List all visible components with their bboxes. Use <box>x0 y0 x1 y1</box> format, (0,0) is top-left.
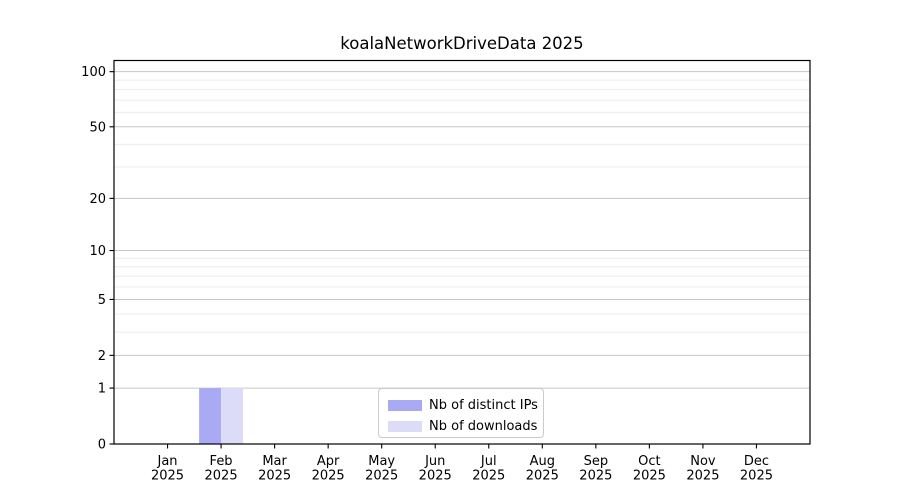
legend-label-distinct-ips: Nb of distinct IPs <box>429 398 538 413</box>
x-tick-label-month-sep: Sep <box>584 454 609 469</box>
x-tick-label-month-jan: Jan <box>157 454 178 469</box>
plot-border <box>113 59 811 445</box>
x-tick-label-month-aug: Aug <box>530 454 555 469</box>
legend-swatch-distinct-ips <box>388 400 422 411</box>
x-tick-label-year-feb: 2025 <box>205 469 238 484</box>
y-tick-label-100: 100 <box>81 65 106 80</box>
x-tick-label-year-jul: 2025 <box>472 469 505 484</box>
x-tick-label-month-oct: Oct <box>638 454 660 469</box>
x-tick-label-year-jan: 2025 <box>151 469 184 484</box>
x-tick-label-month-nov: Nov <box>690 454 716 469</box>
x-tick-label-year-apr: 2025 <box>312 469 345 484</box>
x-tick-label-month-jun: Jun <box>424 454 445 469</box>
y-tick-label-10: 10 <box>89 244 106 259</box>
x-tick-label-year-nov: 2025 <box>686 469 719 484</box>
legend-item-distinct-ips: Nb of distinct IPs <box>388 395 543 416</box>
x-tick-label-month-jul: Jul <box>480 454 497 469</box>
legend-label-downloads: Nb of downloads <box>429 419 538 434</box>
legend-swatch-downloads <box>388 421 422 432</box>
x-tick-label-year-jun: 2025 <box>419 469 452 484</box>
legend: Nb of distinct IPs Nb of downloads <box>378 388 544 438</box>
y-tick-label-5: 5 <box>98 293 106 308</box>
x-tick-label-year-dec: 2025 <box>740 469 773 484</box>
y-tick-label-0: 0 <box>98 438 106 453</box>
y-tick-label-50: 50 <box>89 120 106 135</box>
x-tick-label-month-feb: Feb <box>210 454 233 469</box>
y-tick-label-1: 1 <box>98 382 106 397</box>
chart-title: koalaNetworkDriveData 2025 <box>340 34 584 53</box>
y-tick-label-2: 2 <box>98 349 106 364</box>
x-tick-label-year-sep: 2025 <box>579 469 612 484</box>
x-tick-label-month-apr: Apr <box>317 454 340 469</box>
x-tick-label-year-mar: 2025 <box>258 469 291 484</box>
bar-nb-of-distinct-ips-feb <box>199 388 222 444</box>
y-tick-label-20: 20 <box>89 192 106 207</box>
x-tick-label-month-mar: Mar <box>262 454 287 469</box>
bar-nb-of-downloads-feb <box>221 388 244 444</box>
x-tick-label-month-dec: Dec <box>744 454 769 469</box>
legend-item-downloads: Nb of downloads <box>388 416 543 437</box>
x-tick-label-year-may: 2025 <box>365 469 398 484</box>
x-tick-label-year-oct: 2025 <box>633 469 666 484</box>
x-tick-label-year-aug: 2025 <box>526 469 559 484</box>
x-tick-label-month-may: May <box>368 454 395 469</box>
